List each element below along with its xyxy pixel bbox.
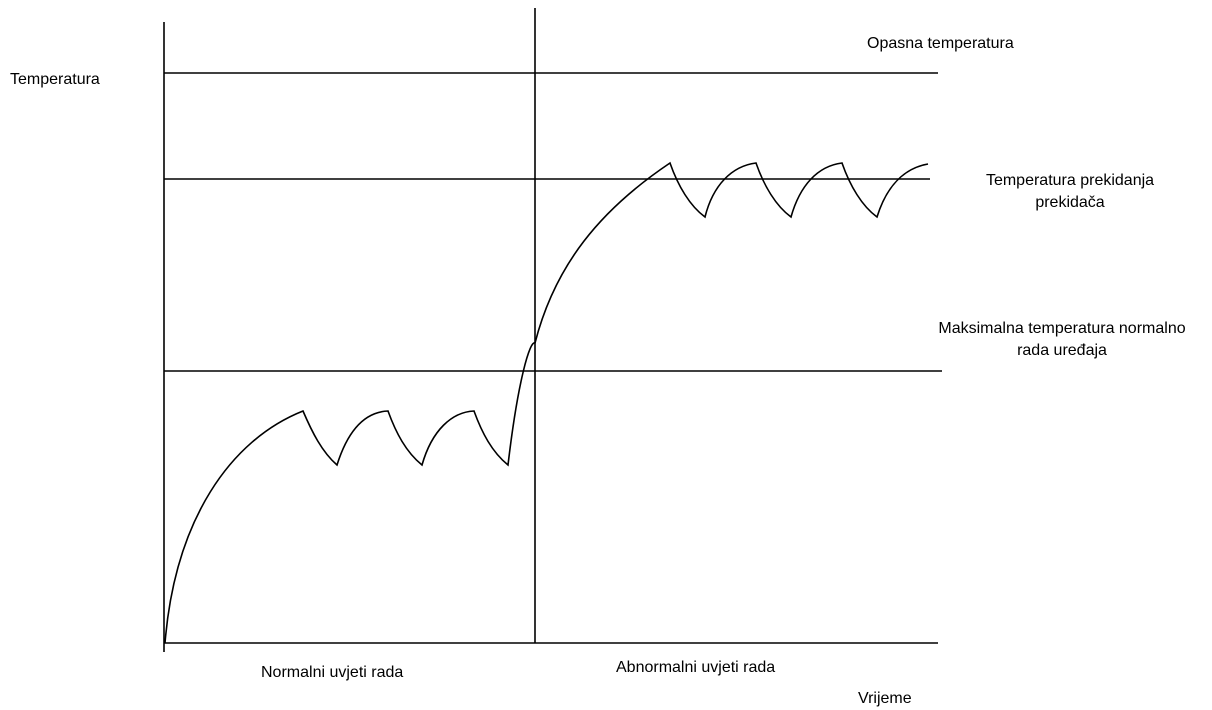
- breaker-label-line2: prekidača: [1035, 194, 1105, 211]
- x-axis-label: Vrijeme: [858, 690, 912, 707]
- dangerous-temperature-label: Opasna temperatura: [867, 35, 1014, 52]
- region-normal-label: Normalni uvjeti rada: [261, 664, 404, 681]
- region-abnormal-label: Abnormalni uvjeti rada: [616, 659, 776, 676]
- max-normal-label-line1: Maksimalna temperatura normalno: [938, 320, 1186, 337]
- max-normal-label-line2: rada uređaja: [1017, 342, 1107, 359]
- y-axis-label: Temperatura: [10, 71, 100, 88]
- breaker-temperature-label: Temperatura prekidanja prekidača: [955, 170, 1185, 214]
- max-normal-temperature-label: Maksimalna temperatura normalno rada ure…: [912, 318, 1212, 362]
- normal-temperature-curve: [164, 342, 536, 644]
- breaker-label-line1: Temperatura prekidanja: [985, 172, 1155, 189]
- abnormal-temperature-curve: [534, 161, 929, 344]
